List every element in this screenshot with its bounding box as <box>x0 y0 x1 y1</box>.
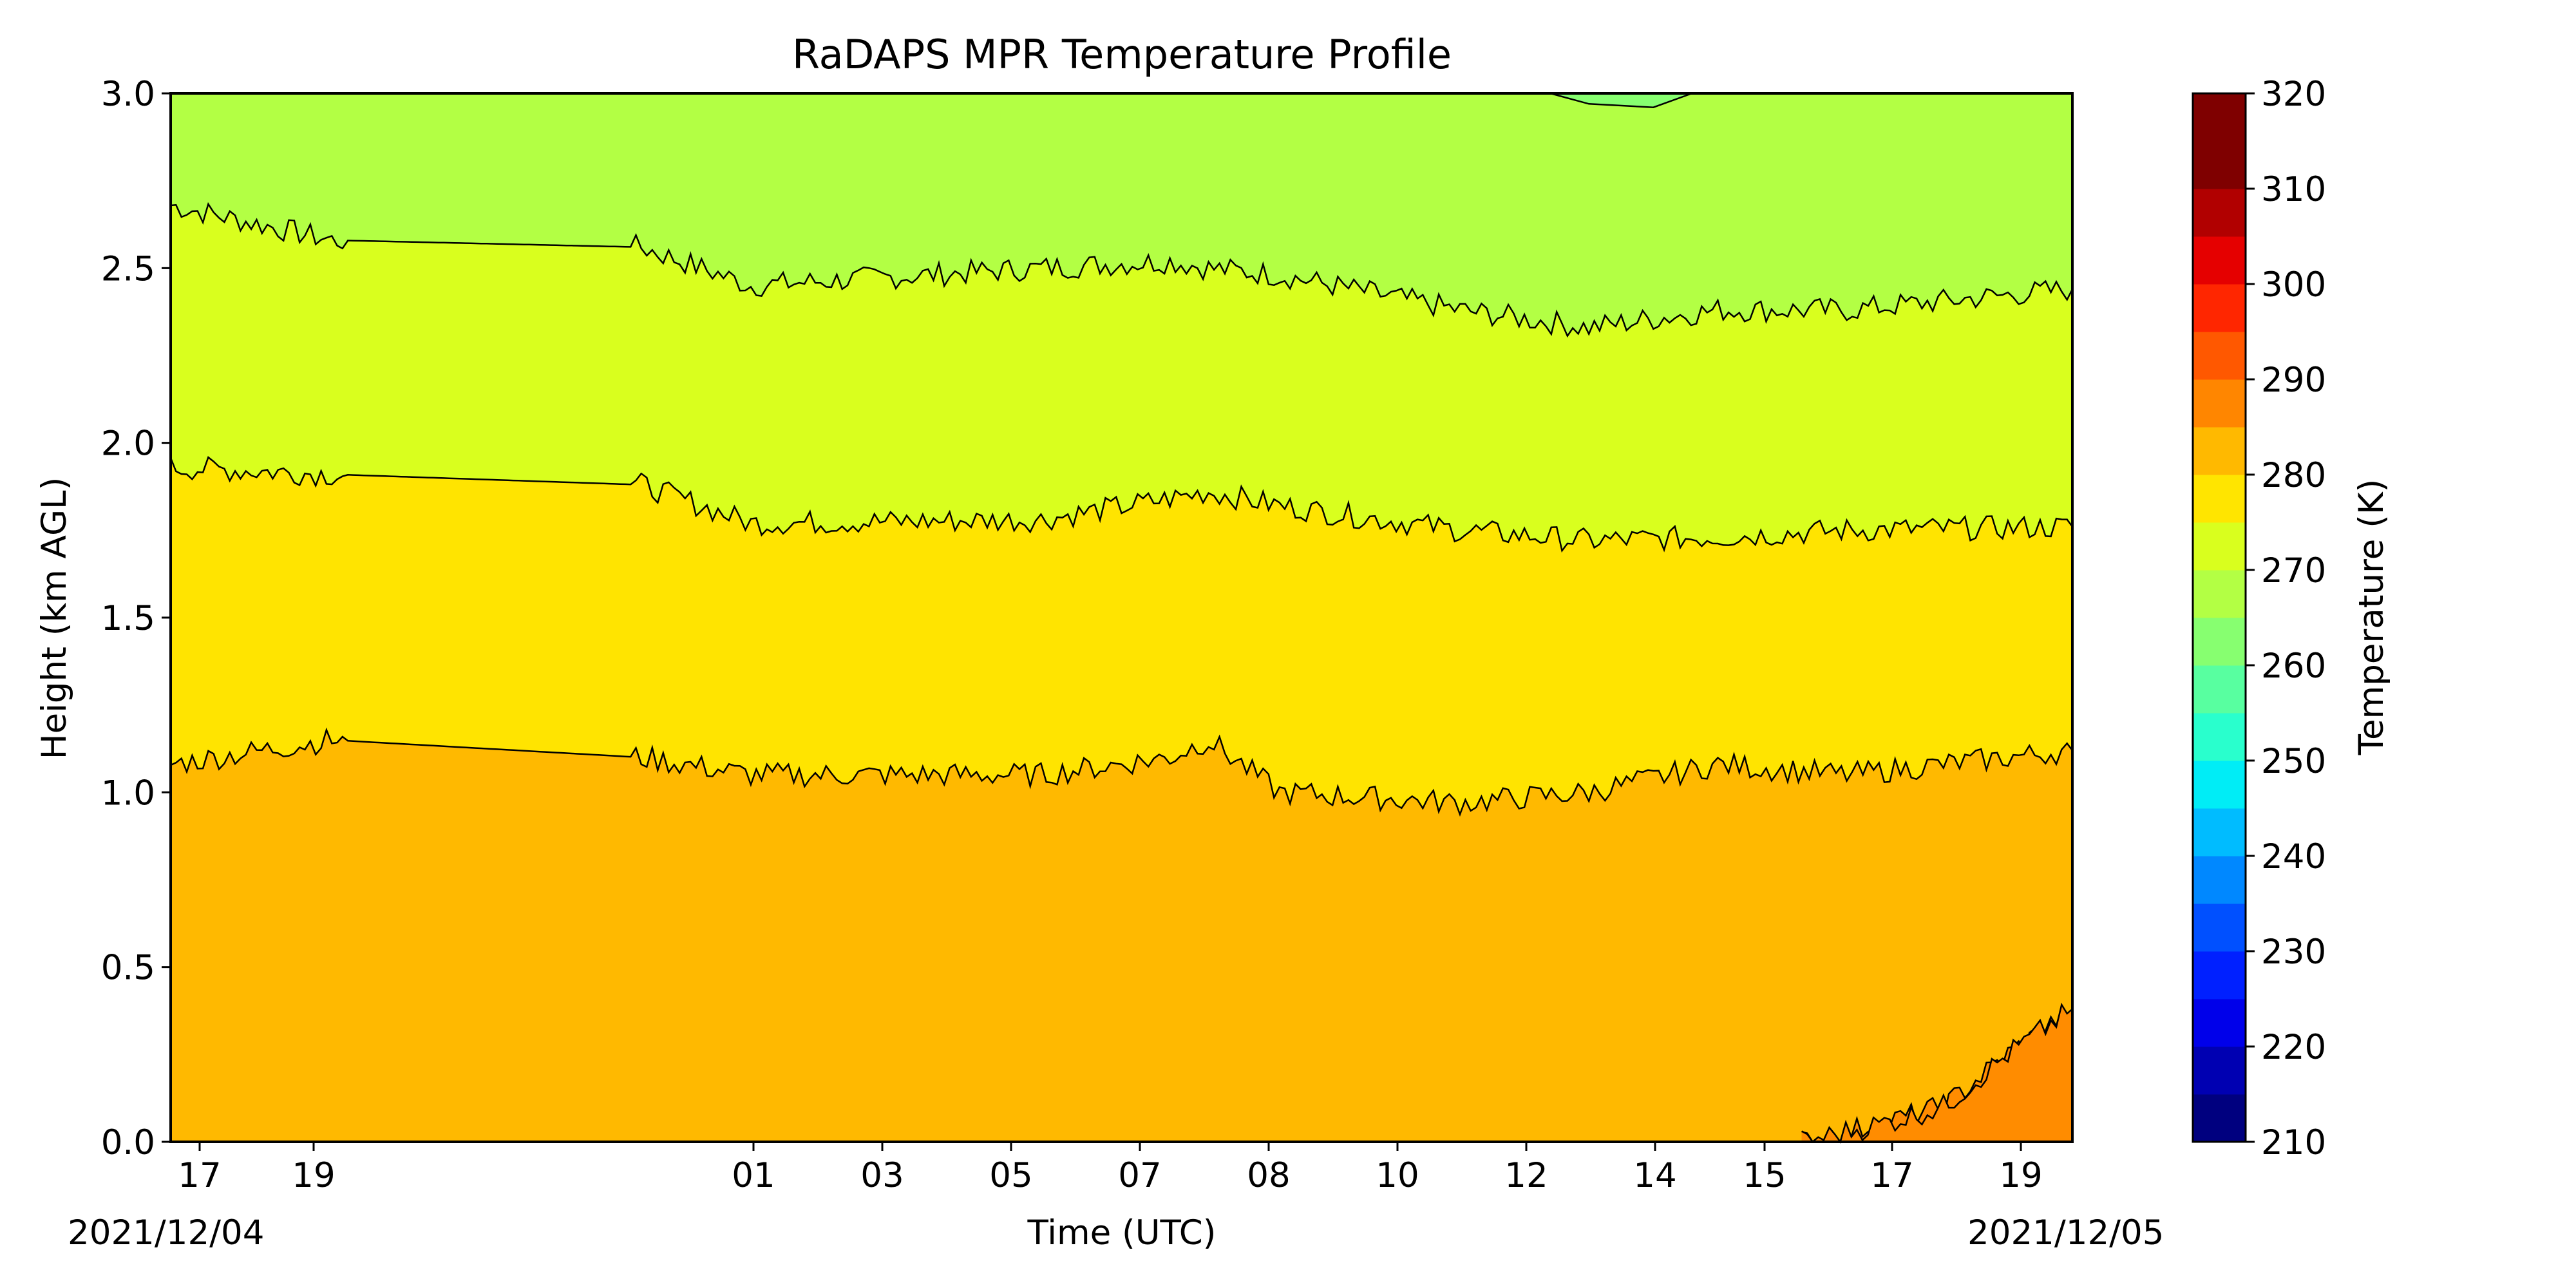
colorbar-segment <box>2193 284 2246 332</box>
colorbar-tick-label: 250 <box>2261 742 2326 781</box>
x-tick-label: 10 <box>1376 1156 1419 1195</box>
chart-title: RaDAPS MPR Temperature Profile <box>792 31 1452 78</box>
y-tick-label: 3.0 <box>101 75 155 114</box>
colorbar-segment <box>2193 93 2246 142</box>
x-axis: 17 19 01 03 05 07 08 10 12 14 15 17 19 <box>178 1142 2043 1195</box>
contour-285 <box>170 727 2073 817</box>
colorbar-segment <box>2193 665 2246 714</box>
x-tick-label: 07 <box>1118 1156 1161 1195</box>
colorbar-segment <box>2193 570 2246 618</box>
colorbar-tick-label: 320 <box>2261 75 2326 114</box>
colorbar-tick-label: 220 <box>2261 1028 2326 1067</box>
x-tick-label: 19 <box>1999 1156 2042 1195</box>
y-tick-label: 0.0 <box>101 1123 155 1162</box>
y-axis: 0.0 0.5 1.0 1.5 2.0 2.5 3.0 <box>101 75 171 1162</box>
y-tick-label: 1.5 <box>101 599 155 638</box>
contour-275 <box>170 202 2074 338</box>
colorbar-tick-label: 240 <box>2261 837 2326 876</box>
x-tick-label: 03 <box>860 1156 904 1195</box>
y-tick-label: 2.5 <box>101 249 155 289</box>
colorbar-frame <box>2192 92 2247 1143</box>
colorbar-label: Temperature (K) <box>2352 479 2391 756</box>
colorbar-tick-label: 310 <box>2261 170 2326 209</box>
colorbar-segment <box>2193 808 2246 857</box>
colorbar-segment <box>2193 1094 2246 1142</box>
end-date-label: 2021/12/05 <box>1967 1213 2164 1253</box>
y-axis-label: Height (km AGL) <box>35 477 74 760</box>
plot-area <box>169 92 2074 1144</box>
colorbar-segment <box>2193 999 2246 1047</box>
y-tick-label: 1.0 <box>101 773 155 813</box>
colorbar-segment <box>2193 856 2246 904</box>
x-axis-label: Time (UTC) <box>1027 1213 1217 1253</box>
colorbar-segment <box>2193 427 2246 475</box>
band-285 <box>171 730 2072 1142</box>
band-290-overlay <box>1801 1005 2072 1142</box>
colorbar-segment <box>2193 618 2246 666</box>
x-tick-label: 17 <box>178 1156 221 1195</box>
colorbar-segment <box>2193 189 2246 237</box>
x-tick-label: 12 <box>1504 1156 1548 1195</box>
colorbar: 210 220 230 240 250 260 270 280 290 300 310 320 <box>2192 75 2326 1162</box>
colorbar-tick-label: 300 <box>2261 265 2326 305</box>
y-tick-label: 0.5 <box>101 949 155 988</box>
colorbar-tick-label: 260 <box>2261 647 2326 686</box>
colorbar-tick-label: 290 <box>2261 361 2326 400</box>
colorbar-segment <box>2193 522 2246 571</box>
contour-280 <box>169 456 2074 553</box>
colorbar-segment <box>2193 236 2246 285</box>
colorbar-tick-label: 280 <box>2261 456 2326 495</box>
colorbar-segment <box>2193 379 2246 428</box>
colorbar-segment <box>2193 713 2246 761</box>
x-tick-label: 14 <box>1633 1156 1676 1195</box>
x-tick-label: 01 <box>732 1156 775 1195</box>
colorbar-segment <box>2193 904 2246 952</box>
colorbar-tick-label: 210 <box>2261 1123 2326 1162</box>
colorbar-segment <box>2193 475 2246 523</box>
colorbar-segment <box>2193 951 2246 999</box>
colorbar-segment <box>2193 141 2246 189</box>
x-tick-label: 19 <box>292 1156 335 1195</box>
colorbar-segment <box>2193 761 2246 809</box>
colorbar-segment <box>2193 332 2246 380</box>
colorbar-tick-label: 270 <box>2261 551 2326 591</box>
x-tick-label: 17 <box>1870 1156 1913 1195</box>
colorbar-tick-label: 230 <box>2261 933 2326 972</box>
x-tick-label: 05 <box>989 1156 1032 1195</box>
x-tick-label: 08 <box>1247 1156 1290 1195</box>
x-tick-label: 15 <box>1743 1156 1786 1195</box>
contour-290-line <box>1801 1002 2073 1144</box>
y-tick-label: 2.0 <box>101 424 155 464</box>
colorbar-segment <box>2193 1046 2246 1095</box>
start-date-label: 2021/12/04 <box>68 1213 264 1253</box>
